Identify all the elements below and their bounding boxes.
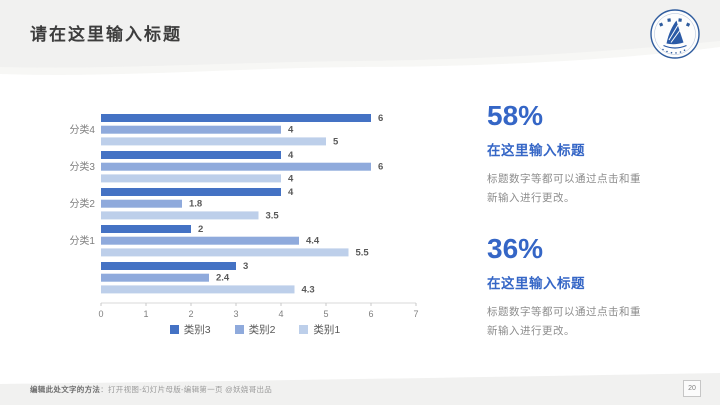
bar-value-label: 6: [378, 162, 383, 173]
bar: [101, 174, 281, 183]
x-axis-tick-label: 6: [368, 309, 373, 319]
university-logo: [645, 5, 705, 65]
footer-note-lead: 编辑此处文字的方法: [30, 385, 101, 394]
logo-arc-marks-bottom: [662, 48, 686, 54]
stat-body-line: 新输入进行更改。: [487, 191, 575, 204]
legend-label: 类别2: [248, 324, 276, 336]
stat-body: 标题数字等都可以通过点击和重 新输入进行更改。: [487, 303, 702, 341]
bar: [101, 199, 182, 208]
stat-body-line: 新输入进行更改。: [487, 324, 575, 337]
x-axis-tick-label: 3: [233, 309, 238, 319]
footer-wave: [0, 373, 720, 405]
bar-value-label: 2.4: [216, 273, 230, 284]
bar-value-label: 4.4: [306, 236, 320, 247]
header-wave: [0, 0, 720, 68]
bar-value-label: 4: [288, 125, 294, 136]
bar: [101, 225, 191, 233]
bar-value-label: 3: [243, 261, 248, 272]
stat-block-1: 58% 在这里输入标题 标题数字等都可以通过点击和重 新输入进行更改。: [487, 100, 702, 208]
footer-band: [0, 373, 720, 405]
header-band: [0, 0, 720, 75]
bar-value-label: 4.3: [302, 284, 315, 295]
bar-chart-plot: 分类4 6 4 5 分类3 4 6 4 分类2 4 1.8 3.5 分类1 2 4.4 5.5 3 2.4 4.3 0…: [69, 113, 418, 319]
slide-title: 请在这里输入标题: [30, 25, 182, 44]
legend-label: 类别3: [183, 324, 211, 336]
category-label: 分类3: [69, 160, 95, 173]
footer-note-rest: ：打开视图-幻灯片母版-编辑第一页 @妖娆哥出品: [100, 385, 273, 394]
bar-value-label: 3.5: [266, 210, 280, 221]
legend-item: 类别2: [234, 322, 276, 337]
bar: [101, 211, 259, 220]
stat-heading: 在这里输入标题: [487, 142, 585, 158]
x-axis-tick-label: 0: [98, 309, 103, 319]
bar: [101, 248, 349, 257]
x-axis-tick-label: 4: [278, 309, 283, 319]
bar-value-label: 1.8: [189, 199, 202, 210]
legend-item: 类别1: [299, 322, 340, 337]
logo-arc-marks-top: [659, 18, 691, 27]
legend-swatch-icon: [299, 325, 309, 334]
bar: [101, 273, 209, 282]
category-label: 分类1: [69, 234, 95, 247]
x-axis-tick-label: 1: [143, 309, 148, 319]
stats-panel: 58% 在这里输入标题 标题数字等都可以通过点击和重 新输入进行更改。 36% …: [487, 100, 702, 341]
category-label: 分类4: [69, 123, 95, 136]
footer-note: 编辑此处文字的方法：打开视图-幻灯片母版-编辑第一页 @妖娆哥出品: [30, 384, 272, 395]
university-seal-icon: [650, 9, 700, 59]
bar: [101, 162, 371, 171]
page-number-badge: 20: [683, 380, 701, 397]
x-axis-tick-label: 5: [323, 309, 328, 319]
bar-value-label: 4: [288, 187, 294, 198]
legend-label: 类别1: [313, 324, 341, 336]
bar: [101, 125, 281, 134]
legend-item: 类别3: [169, 322, 211, 337]
bar-value-label: 6: [378, 113, 383, 124]
bar-value-label: 4: [288, 150, 294, 161]
bar: [101, 137, 326, 146]
bar-chart: 分类4 6 4 5 分类3 4 6 4 分类2 4 1.8 3.5 分类1 2 4.4 5.5 3 2.4 4.3 0…: [40, 100, 440, 350]
bar: [101, 151, 281, 159]
chart-legend: 类别3 类别2 类别1: [90, 322, 420, 337]
bar: [101, 236, 299, 245]
category-label: 分类2: [69, 197, 95, 210]
stat-heading: 在这里输入标题: [487, 275, 585, 291]
x-axis-tick-label: 7: [413, 309, 418, 319]
stat-percent: 36%: [487, 232, 544, 264]
x-axis-tick-label: 2: [188, 309, 193, 319]
stat-percent: 58%: [487, 100, 544, 131]
stat-block-2: 36% 在这里输入标题 标题数字等都可以通过点击和重 新输入进行更改。: [487, 232, 702, 341]
bar: [101, 262, 236, 270]
stat-body: 标题数字等都可以通过点击和重 新输入进行更改。: [487, 170, 702, 208]
bar: [101, 188, 281, 196]
bar: [101, 285, 295, 294]
bar-value-label: 4: [288, 173, 294, 184]
bar-value-label: 2: [198, 224, 203, 235]
legend-swatch-icon: [169, 325, 179, 334]
stat-body-line: 标题数字等都可以通过点击和重: [487, 172, 641, 185]
bar-value-label: 5: [333, 136, 339, 147]
legend-swatch-icon: [234, 325, 244, 334]
bar: [101, 114, 371, 122]
logo-sail-icon: [663, 20, 687, 49]
bar-value-label: 5.5: [356, 247, 370, 258]
stat-body-line: 标题数字等都可以通过点击和重: [487, 305, 641, 318]
